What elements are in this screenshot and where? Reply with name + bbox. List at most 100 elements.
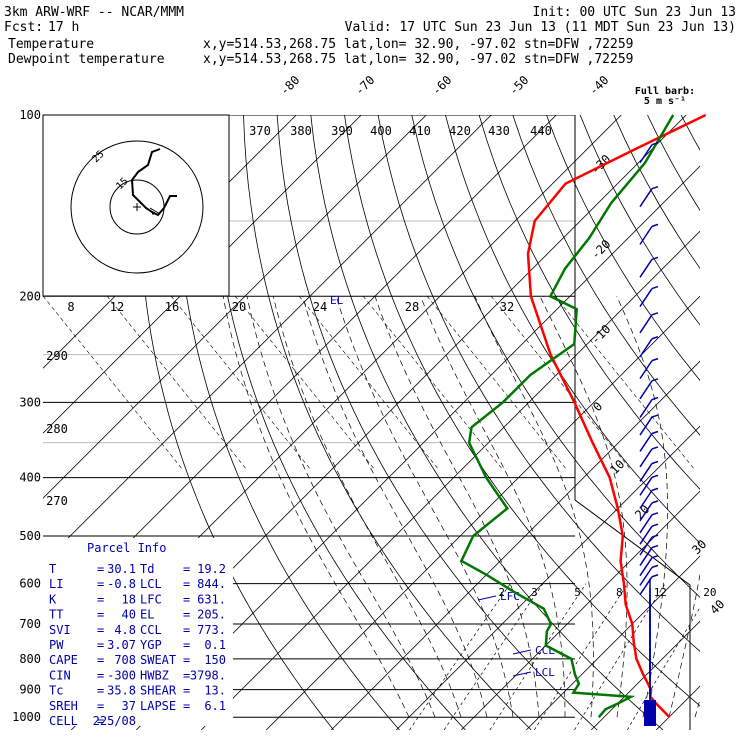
isotherm-label: -70 <box>352 73 377 98</box>
isobar-label: 200 <box>19 289 41 303</box>
wind-barb-staff <box>639 314 653 334</box>
isotherm-line <box>135 165 700 730</box>
parcel-marker-el: EL <box>330 294 344 307</box>
theta-left-label: 280 <box>46 422 68 436</box>
wind-barb-staff <box>639 463 653 482</box>
plot-right-slant <box>574 499 691 730</box>
moist-adiabat <box>246 296 436 718</box>
isobar-label: 800 <box>19 652 41 666</box>
parcel-key2: Td <box>140 562 154 576</box>
barb-legend-unit: 5 m s⁻¹ <box>644 96 686 107</box>
hodograph-scale-line <box>43 295 184 471</box>
wind-barb-flag <box>651 534 659 538</box>
mixing-ratio-line <box>489 583 587 730</box>
wind-barb-staff <box>639 188 653 208</box>
parcel-value2: 3798. <box>190 668 226 682</box>
hodograph-scale-label: 24 <box>313 300 327 314</box>
parcel-value: -300 <box>107 668 136 682</box>
dry-adiabat <box>411 115 700 598</box>
wind-barb-staff <box>639 547 653 567</box>
wind-barb-flag <box>651 460 659 465</box>
hodograph-box <box>42 114 230 297</box>
wind-barb-flag <box>651 430 659 435</box>
mixing-ratio-label: 5 <box>574 586 581 599</box>
mixing-ratio-line <box>443 583 544 730</box>
isotherm-line <box>590 620 700 730</box>
wind-barb-flag <box>651 357 659 362</box>
wind-barb-staff <box>639 338 653 358</box>
isotherm-line <box>460 490 700 730</box>
parcel-eq: = <box>97 684 104 698</box>
hodograph-scale-label: 20 <box>232 300 246 314</box>
parcel-value2: 6.1 <box>204 699 226 713</box>
wind-barb-staff <box>639 399 653 418</box>
moist-adiabat <box>616 296 668 718</box>
isotherm-label: -20 <box>588 237 613 262</box>
parcel-value: -0.8 <box>107 577 136 591</box>
parcel-key: SREH <box>49 699 78 713</box>
parcel-key2: LAPSE <box>140 699 176 713</box>
parcel-marker-lfc: LFC <box>500 590 520 603</box>
isotherm-label: -60 <box>429 73 454 98</box>
isotherm-label: 40 <box>707 597 727 617</box>
dry-adiabat <box>344 115 700 707</box>
theta-label: 440 <box>530 124 552 138</box>
marker-pointer <box>512 649 532 655</box>
parcel-eq: = <box>97 638 104 652</box>
isobar-label: 300 <box>19 395 41 409</box>
series-temperature-name: Temperature <box>8 37 94 52</box>
wind-barb-staff <box>639 225 653 245</box>
parcel-value2: 19.2 <box>197 562 226 576</box>
parcel-value: 3.07 <box>107 638 136 652</box>
dry-adiabat <box>546 115 700 382</box>
hodograph-scale-line <box>298 295 440 471</box>
wind-barb-flag <box>651 285 659 290</box>
moist-adiabat <box>668 296 700 718</box>
parcel-value: 708 <box>114 653 136 667</box>
mixing-ratio-label: 8 <box>616 586 623 599</box>
wind-barb-staff <box>639 258 653 278</box>
marker-pointer <box>512 671 532 677</box>
wind-barb-flag <box>651 474 659 478</box>
moist-adiabat <box>694 698 700 718</box>
moist-adiabat <box>272 296 462 718</box>
parcel-key: CAPE <box>49 653 78 667</box>
isobar-label: 700 <box>19 617 41 631</box>
wind-barb-staff <box>639 489 653 509</box>
dry-adiabat <box>478 115 700 490</box>
hodograph-scale-label: 16 <box>165 300 179 314</box>
parcel-eq: = <box>97 592 104 606</box>
moist-adiabat <box>335 296 514 718</box>
wind-barb-flag <box>651 312 659 316</box>
hodograph-scale-line <box>362 295 504 471</box>
wind-barb-staff <box>639 502 653 522</box>
parcel-eq2: = <box>183 623 190 637</box>
wind-barb-staff <box>639 380 653 400</box>
parcel-eq2: = <box>183 668 190 682</box>
isotherm-label: -30 <box>588 152 613 177</box>
mixing-ratio-label: 12 <box>654 586 667 599</box>
moist-adiabat <box>474 296 594 718</box>
sounding-profiles <box>459 113 707 719</box>
isotherm-line <box>721 115 740 730</box>
parcel-eq2: = <box>183 684 190 698</box>
wind-barb-flag <box>651 414 659 418</box>
wind-barb-flag <box>651 396 659 401</box>
dry-adiabat <box>209 115 466 730</box>
hodograph-scale-line <box>170 295 312 471</box>
parcel-info-title: Parcel Info <box>87 541 166 555</box>
wind-barb-staff <box>639 536 653 556</box>
parcel-value: 225/08 <box>93 714 136 728</box>
hodograph-scale-line <box>426 295 568 471</box>
fcst-value: 17 h <box>48 20 79 35</box>
hodograph-scale-line <box>106 295 248 471</box>
parcel-eq: = <box>97 608 104 622</box>
hodograph-trace <box>130 148 177 217</box>
parcel-eq: = <box>97 668 104 682</box>
parcel-value2: 631. <box>197 592 226 606</box>
wind-barb-flag <box>651 512 659 516</box>
series-dewpoint-loc: x,y=514.53,268.75 lat,lon= 32.90, -97.02… <box>203 52 633 67</box>
parcel-key: T <box>49 562 56 576</box>
isobar-label: 600 <box>19 577 41 591</box>
moist-adiabat <box>302 296 488 718</box>
